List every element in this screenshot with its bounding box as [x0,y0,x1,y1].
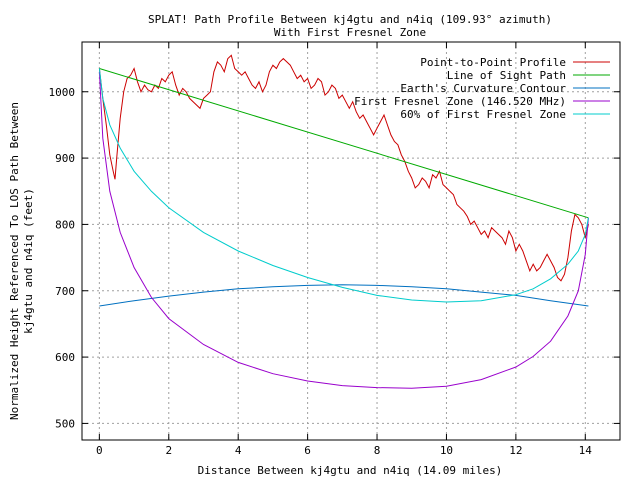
series-line-1 [98,54,589,282]
series-line-2 [99,68,589,219]
series-line-4 [98,71,589,389]
series-line-5 [98,68,589,303]
x-tick-label: 8 [374,444,381,457]
x-tick-label: 12 [509,444,522,457]
ticks: 0 2 4 6 8 10 12 14 500 600 700 800 900 1000 [49,42,620,457]
x-tick-label: 0 [96,444,103,457]
x-tick-label: 2 [165,444,172,457]
chart-subtitle: With First Fresnel Zone [274,26,426,39]
legend-label-1: Point-to-Point Profile [420,56,566,69]
grid [82,42,620,440]
y-tick-label: 500 [55,417,75,430]
series-line-3 [99,284,589,307]
x-axis-label: Distance Between kj4gtu and n4iq (14.09 … [198,464,503,477]
y-tick-label: 900 [55,152,75,165]
legend-label-5: 60% of First Fresnel Zone [400,108,566,121]
y-tick-label: 800 [55,218,75,231]
y-axis-label-line-2: kj4gtu and n4iq (feet) [22,188,35,334]
plot-frame [81,41,621,441]
x-tick-label: 4 [235,444,242,457]
legend-label-4: First Fresnel Zone (146.520 MHz) [354,95,566,108]
y-tick-label: 1000 [49,86,76,99]
y-tick-label: 600 [55,351,75,364]
legend-label-2: Line of Sight Path [447,69,566,82]
legend-label-3: Earth's Curvature Contour [400,82,566,95]
x-tick-label: 6 [304,444,311,457]
x-tick-label: 14 [579,444,593,457]
series-layer [98,54,589,389]
y-axis-label-line-1: Normalized Height Referenced To LOS Path… [8,102,21,420]
x-tick-label: 10 [440,444,453,457]
chart-title: SPLAT! Path Profile Between kj4gtu and n… [148,13,552,26]
y-tick-label: 700 [55,285,75,298]
